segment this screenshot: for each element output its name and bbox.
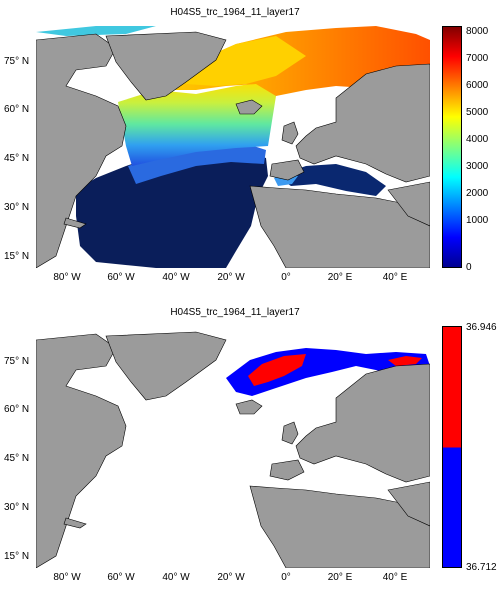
lat-tick-label: 45° N xyxy=(4,453,30,464)
high-class-region xyxy=(248,354,306,386)
lat-tick-label: 75° N xyxy=(4,56,30,67)
map-title: H04S5_trc_1964_11_layer17 xyxy=(170,7,300,18)
lon-tick-label: 20° E xyxy=(327,272,353,283)
transition-field xyxy=(128,142,266,184)
lon-tick-label: 20° E xyxy=(327,572,353,583)
colorbar-tick: 0 xyxy=(466,262,472,273)
lat-tick-label: 75° N xyxy=(4,356,30,367)
lon-tick-label: 80° W xyxy=(53,272,81,283)
lon-tick-label: 0° xyxy=(281,272,291,283)
colorbar-tick: 3000 xyxy=(466,161,489,172)
high-class-region xyxy=(388,356,422,366)
mid-value-fan xyxy=(118,82,276,166)
lon-tick-label: 60° W xyxy=(107,572,135,583)
colorbar-tick: 7000 xyxy=(466,53,489,64)
lat-tick-label: 45° N xyxy=(4,153,30,164)
map-panel-top: H04S5_trc_1964_11_layer17 xyxy=(4,7,489,283)
colorbar xyxy=(442,326,462,568)
lat-tick-label: 30° N xyxy=(4,502,30,513)
colorbar xyxy=(442,26,462,268)
north-yellow-band xyxy=(186,36,306,86)
colorbar-tick: 36.712 xyxy=(466,562,497,573)
map-panel-bottom: H04S5_trc_1964_11_layer17 75° N 60° N 45… xyxy=(0,300,500,600)
lat-tick-label: 15° N xyxy=(4,551,30,562)
deep-low-value-field xyxy=(76,148,268,268)
map-plot-area[interactable] xyxy=(36,26,430,268)
lon-tick-label: 20° W xyxy=(217,572,245,583)
map-plot-area[interactable] xyxy=(36,326,430,568)
lon-tick-label: 40° W xyxy=(162,572,190,583)
map-title: H04S5_trc_1964_11_layer17 xyxy=(170,307,300,318)
lon-tick-label: 80° W xyxy=(53,572,81,583)
colorbar-tick: 4000 xyxy=(466,134,489,145)
colorbar-tick: 8000 xyxy=(466,26,489,37)
colorbar-tick: 5000 xyxy=(466,107,489,118)
arctic-strip xyxy=(36,26,156,36)
lon-tick-label: 0° xyxy=(281,572,291,583)
lon-tick-label: 40° W xyxy=(162,272,190,283)
lat-tick-label: 60° N xyxy=(4,104,30,115)
lon-tick-label: 60° W xyxy=(107,272,135,283)
land-masses xyxy=(36,31,430,268)
lat-tick-label: 30° N xyxy=(4,202,30,213)
lon-tick-label: 40° E xyxy=(382,272,408,283)
colorbar-tick: 1000 xyxy=(466,215,489,226)
lon-tick-label: 20° W xyxy=(217,272,245,283)
colorbar-tick: 6000 xyxy=(466,80,489,91)
colorbar-tick: 2000 xyxy=(466,188,489,199)
lat-tick-label: 15° N xyxy=(4,251,30,262)
lon-tick-label: 40° E xyxy=(382,572,408,583)
land-masses xyxy=(36,331,430,568)
lat-tick-label: 60° N xyxy=(4,404,30,415)
colorbar-tick: 36.946 xyxy=(466,322,497,333)
